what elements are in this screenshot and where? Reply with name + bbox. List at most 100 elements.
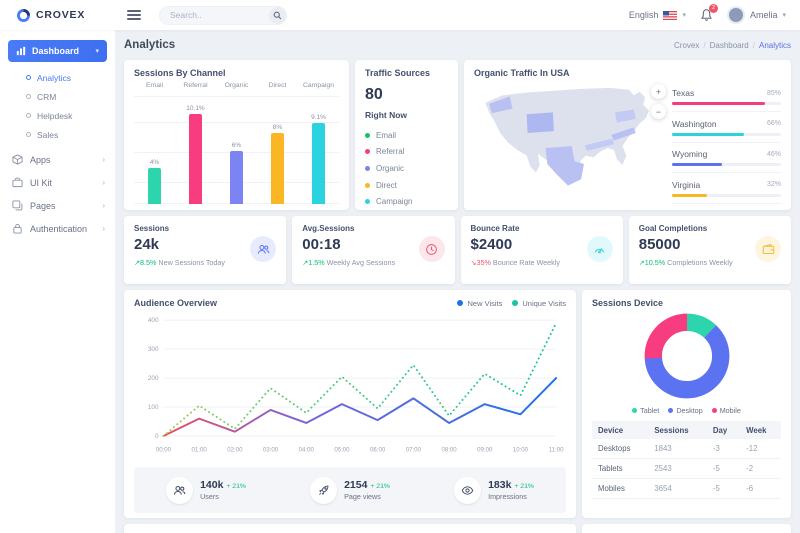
stat-value: 00:18 [302,236,341,253]
map-state-wyoming [526,112,554,134]
sessions-device-donut-chart [644,313,729,399]
legend-item-desktop[interactable]: Desktop [668,406,703,415]
map-zoom-in-button[interactable]: + [651,84,666,99]
stat-desc: Bounce Rate Weekly [492,258,560,267]
svg-text:10:00: 10:00 [513,447,529,454]
col-week: Week [740,421,781,439]
svg-text:400: 400 [148,317,159,324]
search-button[interactable] [269,6,286,24]
legend-item-new-visits[interactable]: New Visits [457,299,502,308]
stat-value: 24k [134,236,160,253]
stat-value: 85000 [638,236,681,253]
chevron-right-icon: › [102,201,105,210]
menu-toggle-icon[interactable] [127,7,141,22]
svg-text:100: 100 [148,404,159,411]
avg-sessions-stat-card: Avg.Sessions 00:18 ↗1.5% Weekly Avg Sess… [292,216,455,284]
legend-item-email: Email [365,127,448,144]
sessions-by-channel-chart: Email 4% Referral 10.1% Organic 6% Direct 8% Cam… [134,82,339,204]
map-state-texas [545,146,584,186]
legend-item-mobile[interactable]: Mobile [711,406,741,415]
chevron-down-icon: ▾ [95,48,99,55]
sidebar-item-sales[interactable]: Sales [0,125,115,144]
sidebar-item-crm[interactable]: CRM [0,87,115,106]
map-state-pennsylvania [615,109,636,123]
table-header-row: Device Sessions Day Week [592,421,781,439]
sidebar-item-authentication[interactable]: Authentication › [0,217,115,240]
box-icon [12,154,23,165]
card-title: Sessions By Channel [134,68,226,78]
series-unique-visits [162,322,558,437]
table-row: Tablets 2543 -5 -2 [592,458,781,479]
usa-map[interactable] [474,82,662,200]
device-table: Device Sessions Day Week Desktops 1843 -3-… [592,421,781,499]
group-item-label: UI Kit [30,177,53,188]
legend-item-tablet[interactable]: Tablet [632,406,659,415]
sub-item-label: Sales [37,129,59,140]
bar-referral: Referral 10.1% [175,82,216,204]
goal-completions-stat-card: Goal Completions 85000 ↗10.5% Completion… [628,216,791,284]
chevron-right-icon: › [102,224,105,233]
map-zoom-out-button[interactable]: − [651,104,666,119]
sessions-device-card: Sessions Device Tablet Desktop Mobile Devi… [582,290,791,518]
group-item-label: Pages [30,200,56,211]
stat-delta: + 21% [514,483,534,490]
legend-item-unique-visits[interactable]: Unique Visits [512,299,566,308]
notifications-button[interactable]: 2 [700,4,718,22]
user-menu[interactable]: Amelia ▾ [726,6,786,24]
svg-text:09:00: 09:00 [477,447,493,454]
delta-value: ↗8.5% [134,258,157,267]
chevron-down-icon: ▾ [782,12,786,19]
region-texas: Texas 85% [672,88,781,112]
map-state-washington [489,96,513,114]
sidebar-item-analytics[interactable]: Analytics [0,68,115,87]
series-new-visits [162,377,558,437]
stat-desc: Weekly Avg Sessions [326,258,396,267]
traffic-sources-subtitle: Right Now [365,110,408,120]
delta-value: ↗10.5% [638,258,666,267]
chevron-right-icon: › [102,178,105,187]
svg-text:06:00: 06:00 [370,447,386,454]
svg-text:05:00: 05:00 [334,447,350,454]
stat-title: Bounce Rate [470,224,520,233]
brand-name: CROVEX [36,9,86,21]
svg-text:02:00: 02:00 [227,447,243,454]
stat-value: $2400 [470,236,513,253]
bell-icon [701,9,712,21]
search-input[interactable] [170,10,256,20]
organic-traffic-card: Organic Traffic In USA + − [464,60,791,210]
breadcrumb-link-crovex[interactable]: Crovex [674,40,700,50]
region-virginia: Virginia 32% [672,180,781,204]
legend-item-referral: Referral [365,144,448,161]
table-row: Desktops 1843 -3 -12 [592,439,781,459]
group-item-label: Authentication [30,223,88,234]
sidebar-item-ui-kit[interactable]: UI Kit › [0,171,115,194]
sidebar-item-pages[interactable]: Pages › [0,194,115,217]
rocket-icon [310,476,338,504]
bar-email: Email 4% [134,82,175,204]
sidebar-item-apps[interactable]: Apps › [0,148,115,171]
user-name: Amelia [749,10,778,20]
audience-stats-strip: 140k + 21% Users 2154 + 21% Page views 183k +… [134,467,566,513]
card-title: Organic Traffic In USA [474,68,570,78]
card-title: Sessions Device [592,298,664,308]
layers-icon [12,200,23,211]
language-selector[interactable]: English ▾ [629,10,686,20]
gauge-icon [586,236,613,262]
breadcrumb: Crovex / Dashboard / Analytics [674,40,791,50]
sidebar-item-helpdesk[interactable]: Helpdesk [0,106,115,125]
legend-item-organic: Organic [365,160,448,177]
breadcrumb-current: Analytics [758,40,791,50]
svg-text:01:00: 01:00 [192,447,208,454]
sidebar-item-dashboard[interactable]: Dashboard ▾ [8,40,107,62]
brand-logo[interactable]: CROVEX [0,8,115,23]
breadcrumb-link-dashboard[interactable]: Dashboard [709,40,749,50]
chevron-right-icon: › [102,155,105,164]
card-title: Audience Overview [134,298,218,308]
delta-value: ↗1.5% [302,258,325,267]
impressions-stat: 183k + 21% Impressions [454,476,534,504]
svg-text:300: 300 [148,346,159,353]
gridline [134,122,339,123]
cutoff-card [124,524,576,533]
delta-value: ↘35% [470,258,491,267]
traffic-sources-card: Traffic Sources 80 Right Now Email Referr… [355,60,458,210]
